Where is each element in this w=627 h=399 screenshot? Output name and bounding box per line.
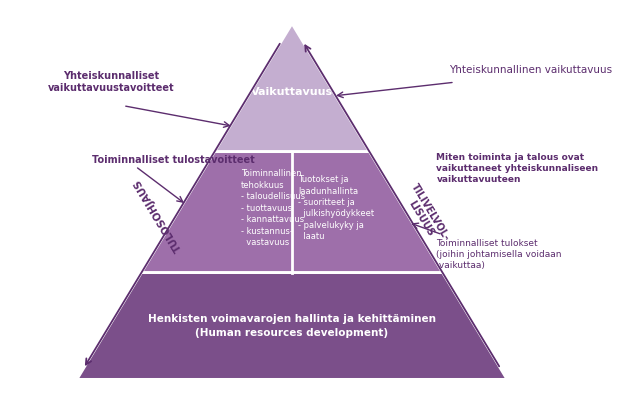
Text: Vaikuttavuus: Vaikuttavuus [251,87,333,97]
Text: Henkisten voimavarojen hallinta ja kehittäminen
(Human resources development): Henkisten voimavarojen hallinta ja kehit… [148,314,436,338]
Text: TULOSOHJAUS: TULOSOHJAUS [132,177,184,253]
Text: Miten toiminta ja talous ovat
vaikuttaneet yhteiskunnaliseen
vaikuttavuuteen: Miten toiminta ja talous ovat vaikuttane… [436,152,599,184]
Text: Toiminnalliset tulokset
(joihin johtamisella voidaan
 vaikuttaa): Toiminnalliset tulokset (joihin johtamis… [436,239,562,270]
Polygon shape [142,152,443,273]
Text: Toiminnalliset tulostavoitteet: Toiminnalliset tulostavoitteet [92,155,255,166]
Text: Tuotokset ja
laadunhallinta
- suoritteet ja
  julkishyödykkeet
- palvelukyky ja
: Tuotokset ja laadunhallinta - suoritteet… [298,175,374,241]
Text: Toiminnallinen
tehokkuus
- taloudellisuus
- tuottavuus
- kannattavuus
- kustannu: Toiminnallinen tehokkuus - taloudellisuu… [241,169,305,247]
Text: Yhteiskunnallinen vaikuttavuus: Yhteiskunnallinen vaikuttavuus [449,65,612,75]
Text: TILIVELVOL-
LISUUS: TILIVELVOL- LISUUS [400,182,451,249]
Text: Yhteiskunnalliset
vaikuttavuustavoitteet: Yhteiskunnalliset vaikuttavuustavoitteet [48,71,174,93]
Polygon shape [77,273,507,379]
Polygon shape [214,24,369,152]
